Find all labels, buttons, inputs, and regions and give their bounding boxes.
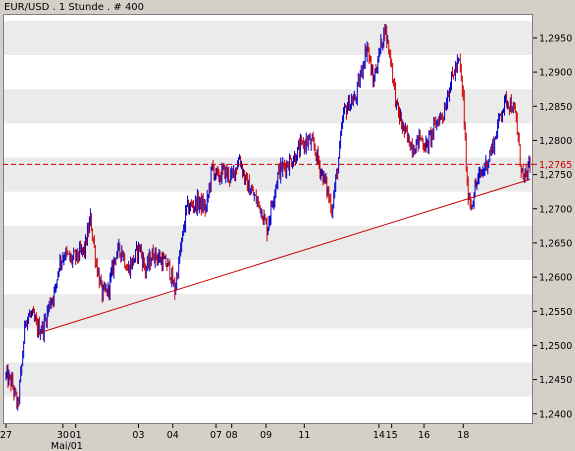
- x-sublabel: Mai/01: [51, 441, 83, 451]
- x-tick-label: 01: [70, 430, 82, 441]
- grid-band: [3, 294, 533, 329]
- y-tick-label: 1,2500: [539, 341, 572, 352]
- grid-band: [3, 157, 533, 192]
- y-tick-label: 1,2600: [539, 273, 572, 284]
- y-tick-label: 1,2850: [539, 102, 572, 113]
- grid-band: [3, 362, 533, 397]
- y-tick-label: 1,2450: [539, 375, 572, 386]
- price-bars: [5, 23, 531, 411]
- x-tick-label: 30: [57, 430, 69, 441]
- trendline: [38, 178, 531, 334]
- x-tick-label: 07: [210, 430, 222, 441]
- chart-title: EUR/USD . 1 Stunde . # 400: [4, 2, 144, 13]
- x-tick-label: 18: [457, 430, 469, 441]
- x-tick-label: 16: [418, 430, 430, 441]
- x-tick-label: 27: [0, 430, 12, 441]
- y-tick-label: 1,2900: [539, 68, 572, 79]
- y-tick-label: 1,2800: [539, 136, 572, 147]
- x-tick-label: 08: [226, 430, 238, 441]
- x-tick-label: 03: [132, 430, 144, 441]
- y-tick-label: 1,2950: [539, 33, 572, 44]
- y-tick-label: 1,2400: [539, 409, 572, 420]
- y-tick-label: 1,2650: [539, 238, 572, 249]
- y-tick-label: 1,2750: [539, 170, 572, 181]
- plot-frame: [3, 14, 533, 424]
- x-tick-label: 04: [167, 430, 179, 441]
- grid-band: [3, 20, 533, 55]
- x-tick-label: 09: [260, 430, 272, 441]
- y-tick-label: 1,2550: [539, 307, 572, 318]
- x-tick-label: 14: [373, 430, 385, 441]
- x-tick-label: 11: [298, 430, 310, 441]
- grid-band: [3, 89, 533, 124]
- horizontal-line-label: 1,2765: [539, 160, 572, 171]
- x-tick-label: 15: [386, 430, 398, 441]
- y-tick-label: 1,2700: [539, 204, 572, 215]
